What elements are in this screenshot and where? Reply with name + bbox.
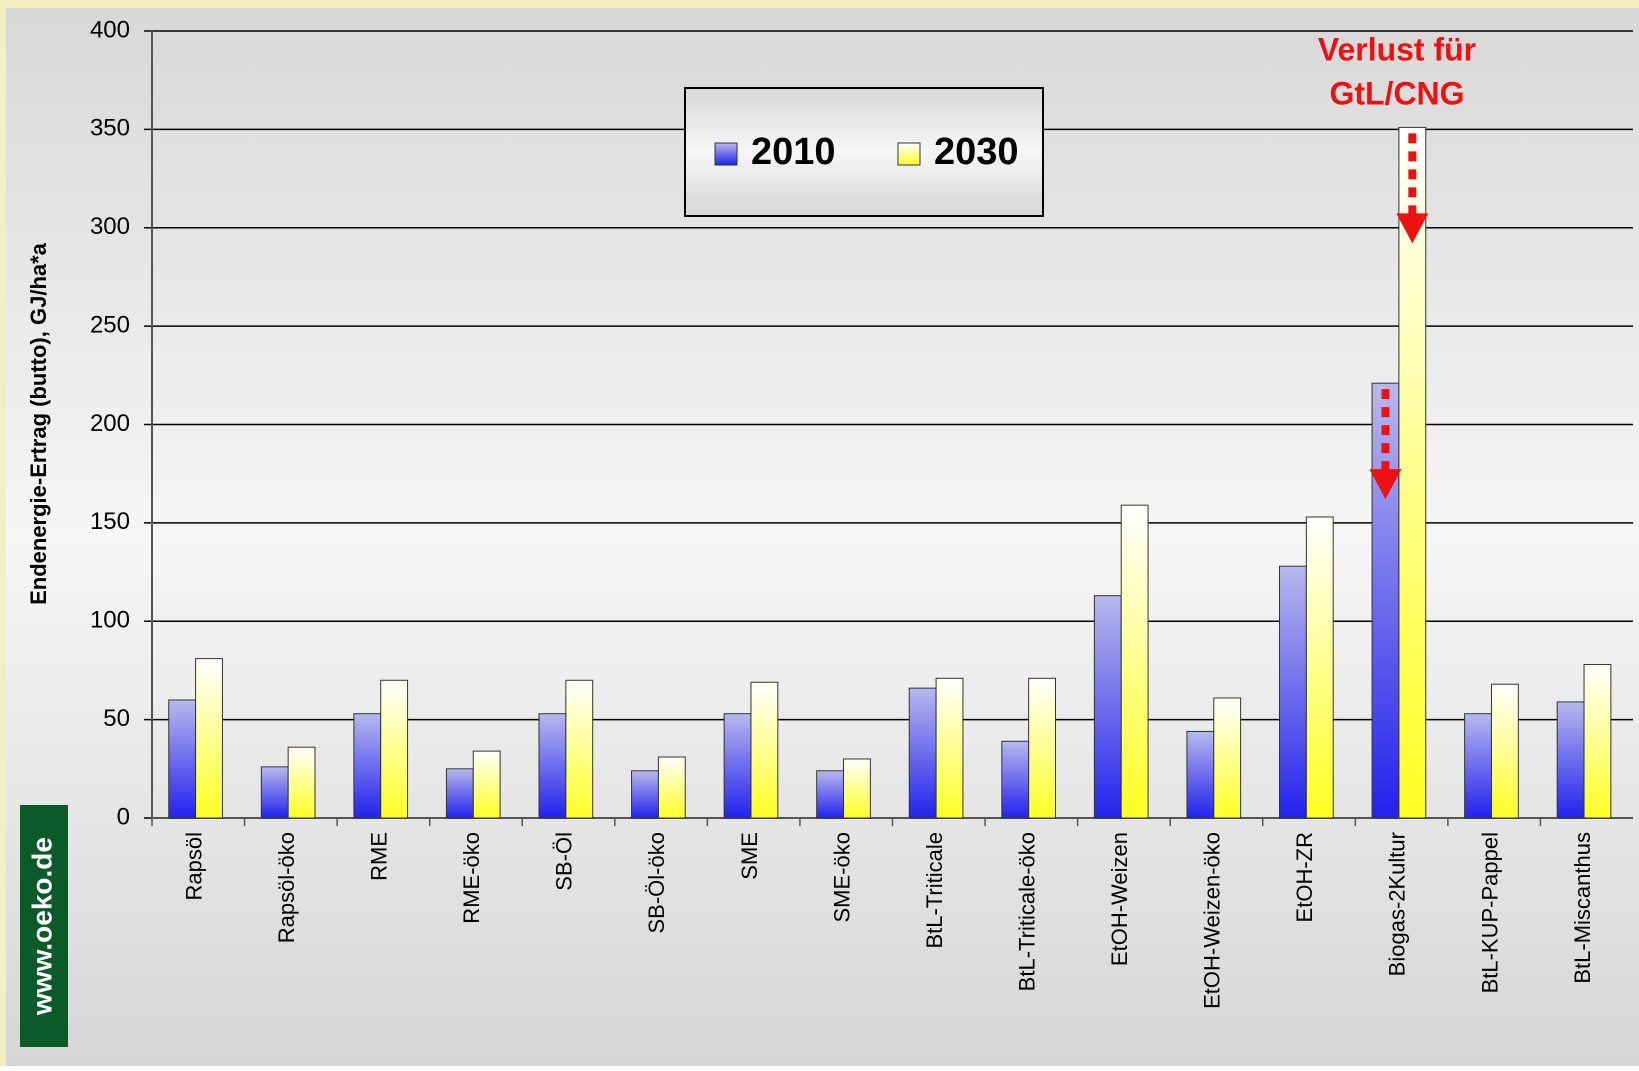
bar [1186,730,1215,819]
bar [1305,516,1334,819]
arrow-head [1369,469,1402,500]
x-tick-label: BtL-Miscanthus [1570,832,1595,984]
legend-swatch [897,142,921,166]
bar [723,713,752,819]
bar [1120,504,1149,819]
x-tick-label: EtOH-Weizen [1107,832,1132,966]
bar [195,658,223,819]
annotation: Verlust für [1318,31,1476,67]
bar [750,681,779,819]
bar [1490,683,1519,819]
x-tick-label: BtL-Triticale-öko [1014,832,1039,991]
y-tick-label: 300 [90,213,130,240]
y-tick-label: 400 [90,16,130,43]
bar [1464,713,1492,819]
x-tick-label: EtOH-Weizen-öko [1200,832,1225,1009]
bar [260,766,289,819]
bar [843,758,871,819]
y-tick-label: 250 [90,311,130,338]
x-tick-label: SME-öko [829,832,854,922]
bar [1093,595,1122,819]
bar [565,679,594,819]
bar [353,713,382,819]
bar [1556,701,1585,819]
bar [1001,740,1030,819]
x-tick-label: BtL-Triticale [922,832,947,949]
x-tick-label: Rapsöl-öko [274,832,299,943]
y-tick-label: 50 [103,705,130,732]
bar [1279,565,1307,819]
watermark: www.oeko.de [26,837,57,1016]
y-tick-label: 200 [90,410,130,437]
x-tick-label: RME-öko [459,832,484,924]
bar [631,770,659,819]
y-tick-label: 0 [117,803,130,830]
bar [657,756,686,819]
bar [1028,677,1057,819]
x-tick-label: SB-Öl [552,832,577,891]
bar [538,713,567,819]
annotation: GtL/CNG [1329,75,1464,111]
x-tick-label: SB-Öl-öko [644,832,669,933]
legend-box [684,87,1044,217]
x-tick-label: EtOH-ZR [1292,832,1317,922]
x-tick-label: Biogas-2Kultur [1385,832,1410,976]
watermark-box [20,805,68,1047]
bar [287,746,316,819]
x-tick-label: SME [737,832,762,880]
bar [1213,697,1242,819]
y-axis-label: Endenergie-Ertrag (butto), GJ/ha*a [26,242,51,605]
bar [445,768,474,819]
bar [1583,664,1612,819]
y-tick-label: 100 [90,607,130,634]
arrow-head [1396,213,1429,244]
legend-swatch [714,142,738,166]
bar [380,679,409,819]
legend-label: 2010 [751,131,836,173]
legend-label: 2030 [934,131,1019,173]
bar [935,677,964,819]
x-tick-label: RME [367,832,392,881]
x-tick-label: Rapsöl [181,832,206,900]
x-tick-label: BtL-KUP-Pappel [1477,832,1502,993]
bar [472,750,501,819]
y-tick-label: 350 [90,115,130,142]
bar [1371,382,1400,819]
y-tick-label: 150 [90,508,130,535]
bar [908,687,937,819]
bar [816,770,845,819]
bar [168,699,197,819]
